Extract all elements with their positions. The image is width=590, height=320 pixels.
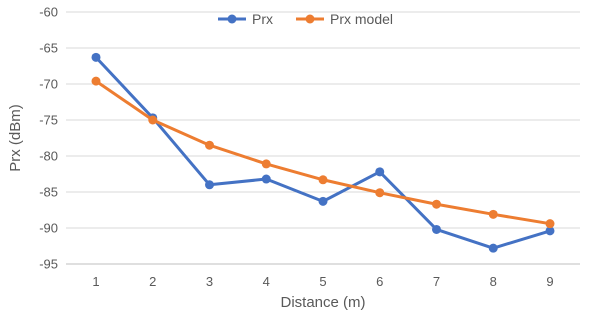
- y-tick-label: -95: [39, 257, 58, 272]
- data-point: [318, 196, 328, 206]
- data-point: [148, 115, 158, 125]
- data-point: [205, 180, 214, 190]
- y-tick-label: -90: [39, 221, 58, 236]
- legend-swatch-marker-prx: [227, 14, 237, 24]
- data-point: [261, 159, 271, 169]
- series: [91, 52, 555, 253]
- y-tick-label: -75: [39, 113, 58, 128]
- data-point: [375, 188, 385, 198]
- legend-item-prx-model: Prx model: [296, 11, 393, 27]
- series-prx: [91, 52, 555, 253]
- legend-item-prx: Prx: [218, 11, 273, 27]
- x-tick-label: 2: [149, 274, 156, 289]
- data-point: [91, 76, 101, 86]
- data-point: [545, 219, 555, 229]
- y-tick-label: -80: [39, 149, 58, 164]
- x-tick-label: 5: [319, 274, 326, 289]
- x-tick-label: 9: [546, 274, 553, 289]
- y-tick-label: -60: [39, 5, 58, 20]
- data-point: [318, 175, 328, 185]
- x-tick-label: 4: [263, 274, 270, 289]
- y-axis-title: Prx (dBm): [7, 104, 24, 172]
- data-point: [91, 52, 101, 62]
- data-point: [545, 226, 555, 236]
- data-point: [205, 140, 214, 150]
- legend-label-prx: Prx: [252, 11, 273, 27]
- legend: Prx Prx model: [218, 11, 393, 27]
- data-point: [488, 243, 498, 253]
- x-tick-label: 6: [376, 274, 383, 289]
- x-tick-label: 7: [433, 274, 440, 289]
- gridlines: [66, 11, 580, 229]
- legend-label-prx-model: Prx model: [330, 11, 393, 27]
- x-axis-title: Distance (m): [280, 294, 365, 311]
- x-tick-label: 1: [92, 274, 99, 289]
- data-point: [261, 174, 271, 184]
- data-point: [488, 209, 498, 219]
- legend-swatch-marker-prx-model: [305, 14, 315, 24]
- x-tick-label: 8: [490, 274, 497, 289]
- series-prx-model: [91, 76, 555, 229]
- y-axis-ticks: -60 -65 -70 -75 -80 -85 -90 -95: [39, 5, 58, 272]
- x-tick-label: 3: [206, 274, 213, 289]
- series-line: [94, 56, 551, 250]
- data-point: [432, 224, 441, 234]
- x-axis-ticks: 1 2 3 4 5 6 7 8 9: [92, 274, 553, 289]
- y-tick-label: -70: [39, 77, 58, 92]
- y-tick-label: -85: [39, 185, 58, 200]
- data-point: [375, 167, 385, 177]
- y-tick-label: -65: [39, 41, 58, 56]
- data-point: [432, 199, 441, 209]
